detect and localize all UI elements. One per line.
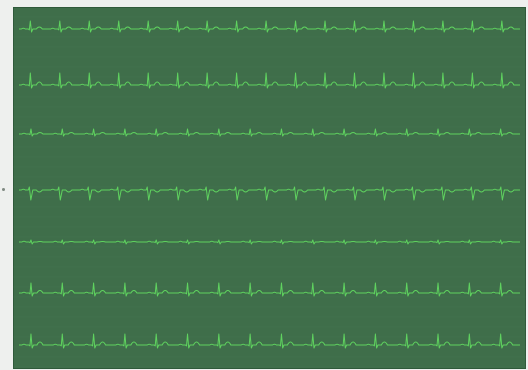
ecg-trace-1 (19, 20, 520, 33)
grid (13, 16, 526, 368)
ecg-trace-2 (19, 72, 520, 89)
edge-artifact (2, 188, 5, 191)
ecg-trace-6 (19, 282, 520, 297)
ecg-trace-7 (19, 333, 520, 349)
trace-group (19, 20, 520, 349)
ecg-monitor-screen (13, 7, 526, 369)
ecg-traces (13, 16, 526, 368)
ecg-trace-4 (19, 186, 520, 201)
ecg-trace-5 (19, 239, 520, 245)
ecg-trace-3 (19, 128, 520, 137)
